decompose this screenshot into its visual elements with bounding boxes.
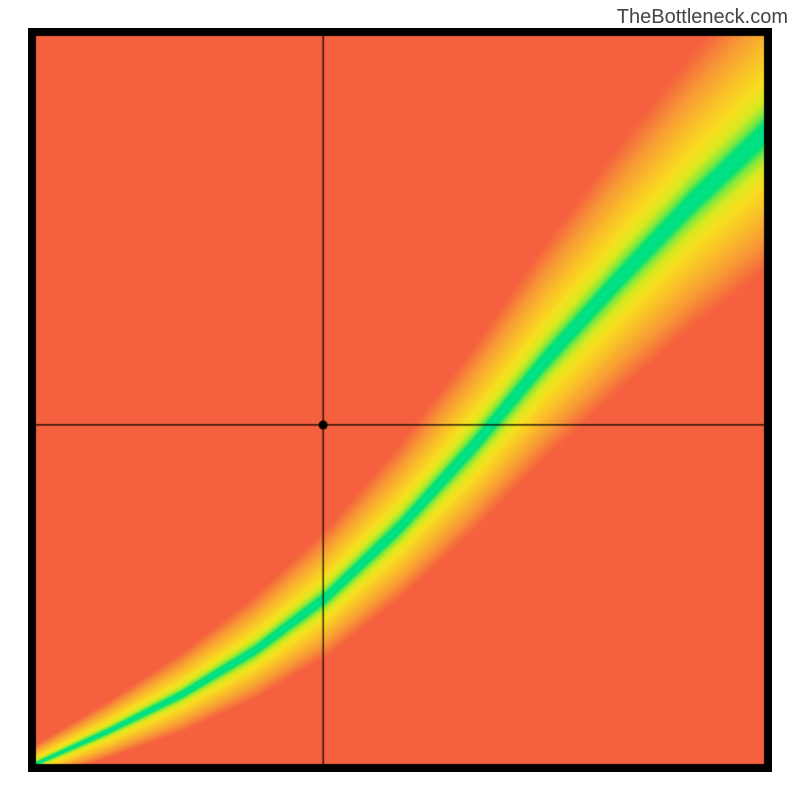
chart-container: TheBottleneck.com — [0, 0, 800, 800]
plot-area — [28, 28, 772, 772]
watermark-text: TheBottleneck.com — [617, 6, 788, 29]
heatmap-canvas — [28, 28, 772, 772]
